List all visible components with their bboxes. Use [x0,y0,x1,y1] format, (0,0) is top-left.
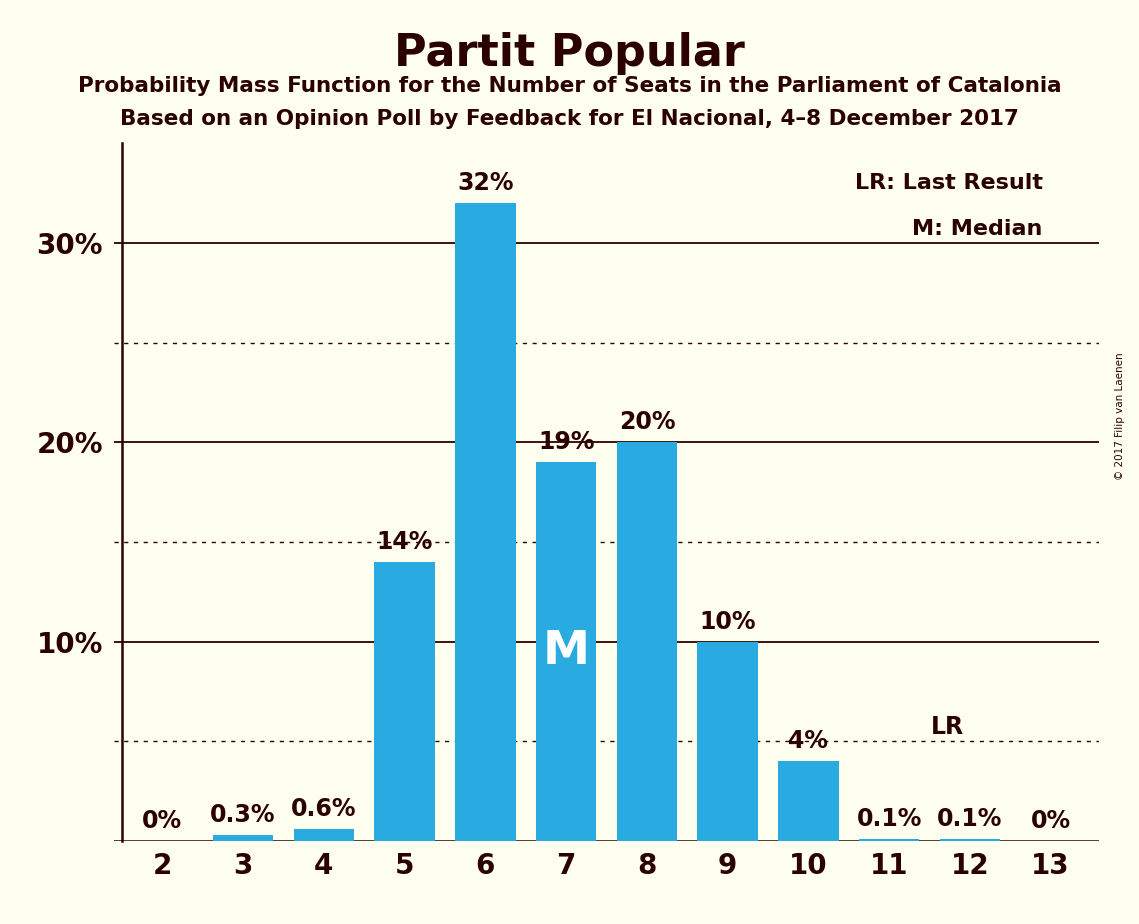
Text: Based on an Opinion Poll by Feedback for El Nacional, 4–8 December 2017: Based on an Opinion Poll by Feedback for… [120,109,1019,129]
Bar [940,839,1000,841]
Text: 14%: 14% [376,529,433,553]
Text: 32%: 32% [457,171,514,195]
Bar [778,761,838,841]
Text: M: Median: M: Median [912,219,1042,239]
Text: 19%: 19% [538,431,595,455]
Text: 0.1%: 0.1% [937,807,1002,831]
Text: © 2017 Filip van Laenen: © 2017 Filip van Laenen [1115,352,1124,480]
Text: M: M [542,629,590,674]
Bar [456,203,516,841]
Text: Partit Popular: Partit Popular [394,32,745,76]
Text: LR: Last Result: LR: Last Result [854,173,1042,193]
Text: LR: LR [932,715,965,739]
Text: Probability Mass Function for the Number of Seats in the Parliament of Catalonia: Probability Mass Function for the Number… [77,76,1062,96]
Bar [697,641,757,841]
Bar [294,829,354,841]
Bar [616,443,678,841]
Text: 10%: 10% [699,610,756,634]
Bar [375,562,435,841]
Text: 20%: 20% [618,410,675,434]
Bar [535,462,597,841]
Text: 0.3%: 0.3% [211,803,276,827]
Text: 0%: 0% [142,808,182,833]
Text: 0.1%: 0.1% [857,807,921,831]
Bar [859,839,919,841]
Text: 4%: 4% [788,729,828,753]
Text: 0%: 0% [1031,808,1071,833]
Bar [213,835,273,841]
Text: 0.6%: 0.6% [292,796,357,821]
